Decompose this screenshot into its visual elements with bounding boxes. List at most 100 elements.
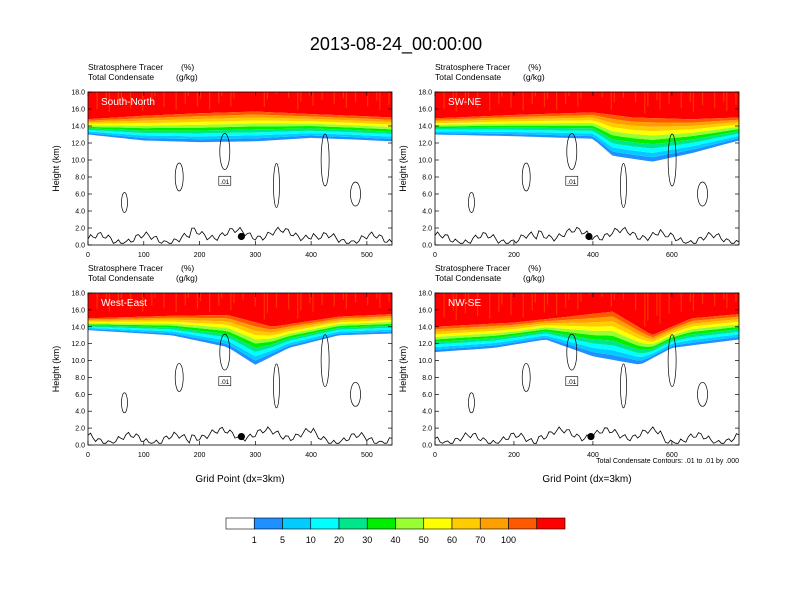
panel-label-tracer: Stratosphere Tracer [435, 263, 510, 273]
panel-label-condensate: Total Condensate [435, 273, 501, 283]
band-20 [435, 329, 739, 354]
cross-section-label: West-East [101, 298, 147, 309]
condensate-contour [697, 181, 708, 207]
colorbar-label: 50 [419, 535, 429, 545]
tracer-field [435, 293, 739, 445]
y-tick-label: 2.0 [75, 426, 85, 433]
band-50 [435, 321, 739, 345]
band-100 [88, 111, 392, 121]
y-tick-label: 12.0 [418, 141, 432, 148]
y-tick-label: 0.0 [422, 243, 432, 250]
colorbar-label: 10 [306, 535, 316, 545]
y-tick-label: 2.0 [75, 226, 85, 233]
colorbar-label: 5 [280, 535, 285, 545]
terrain-line [88, 226, 392, 244]
panel-label-condensate: Total Condensate [88, 273, 154, 283]
x-tick-label: 600 [666, 252, 678, 259]
x-tick-label: 400 [305, 252, 317, 259]
band-5 [88, 131, 392, 140]
band-40 [88, 123, 392, 130]
panel-label-tracer-units: (%) [528, 263, 541, 273]
y-tick-label: 12.0 [71, 341, 85, 348]
condensate-contour [521, 363, 531, 392]
y-tick-label: 16.0 [418, 307, 432, 314]
colorbar: 1 5 10 20 30 40 50 60 70 100 [225, 517, 566, 545]
condensate-contour [468, 392, 475, 414]
x-tick-label: 200 [508, 252, 520, 259]
y-tick-label: 4.0 [75, 409, 85, 416]
colorbar-box [395, 517, 425, 530]
y-tick-label: 4.0 [422, 409, 432, 416]
panel-label-tracer: Stratosphere Tracer [88, 263, 163, 273]
y-tick-label: 4.0 [422, 209, 432, 216]
contour-footnote: Total Condensate Contours: .01 to .01 by… [596, 458, 739, 465]
condensate-contour [121, 392, 128, 414]
panel-label-tracer: Stratosphere Tracer [88, 62, 163, 72]
condensate-contour [320, 334, 330, 387]
band-10 [88, 326, 392, 357]
band-70 [88, 316, 392, 333]
contour-label-box [565, 175, 579, 186]
colorbar-box [423, 517, 453, 530]
condensate-contour [620, 163, 627, 208]
condensate-contour [566, 333, 578, 371]
panels: Stratosphere Tracer (%) Total Condensate (g… [51, 62, 740, 485]
y-tick-label: 16.0 [71, 307, 85, 314]
panel-label-tracer: Stratosphere Tracer [435, 62, 510, 72]
y-tick-label: 10.0 [71, 358, 85, 365]
band-60 [435, 117, 739, 132]
y-tick-label: 18.0 [71, 291, 85, 298]
y-tick-label: 8.0 [422, 375, 432, 382]
condensate-contour [219, 133, 231, 170]
x-tick-label: 500 [361, 252, 373, 259]
band-50 [88, 319, 392, 340]
panel-label-condensate-units: (g/kg) [176, 72, 198, 82]
band-5 [435, 334, 739, 361]
condensate-contour [174, 162, 184, 192]
colorbar-box [451, 517, 481, 530]
panel-west-east: Stratosphere Tracer (%) Total Condensate (g… [51, 263, 393, 485]
condensate-contour [667, 133, 677, 187]
band-70 [88, 114, 392, 123]
panel-label-condensate: Total Condensate [435, 72, 501, 82]
band-50 [88, 120, 392, 128]
band-100 [88, 314, 392, 330]
plot-frame [87, 91, 393, 246]
condensate-contour [121, 192, 128, 213]
band-20 [88, 128, 392, 135]
condensate-contour [350, 181, 361, 207]
y-tick-label: 4.0 [75, 209, 85, 216]
panel-label-condensate: Total Condensate [88, 72, 154, 82]
y-tick-label: 8.0 [422, 175, 432, 182]
colorbar-box [253, 517, 283, 530]
band-100 [435, 311, 739, 338]
panel-label-condensate-units: (g/kg) [176, 273, 198, 283]
band-20 [88, 325, 392, 352]
band-60 [88, 317, 392, 336]
tracer-field [88, 92, 392, 245]
x-tick-label: 300 [249, 252, 261, 259]
contour-label: .01 [567, 179, 576, 186]
y-tick-label: 12.0 [418, 341, 432, 348]
condensate-contour [273, 163, 280, 208]
x-tick-label: 400 [587, 252, 599, 259]
location-marker [237, 232, 245, 241]
condensate-contour [219, 333, 231, 371]
colorbar-label: 100 [501, 535, 516, 545]
band-60 [435, 319, 739, 342]
y-tick-label: 16.0 [418, 107, 432, 114]
cross-section-label: NW-SE [448, 298, 481, 309]
condensate-contour [273, 363, 280, 409]
band-30 [435, 125, 739, 145]
colorbar-box [536, 517, 566, 530]
y-tick-label: 8.0 [75, 175, 85, 182]
condensate-contour [566, 133, 578, 170]
y-tick-label: 0.0 [75, 243, 85, 250]
band-5 [88, 327, 392, 361]
band-70 [435, 115, 739, 127]
panel-label-tracer-units: (%) [181, 263, 194, 273]
x-tick-label: 500 [361, 452, 373, 459]
plot-frame [87, 292, 393, 446]
condensate-contour [174, 363, 184, 392]
contour-label: .01 [220, 379, 229, 386]
